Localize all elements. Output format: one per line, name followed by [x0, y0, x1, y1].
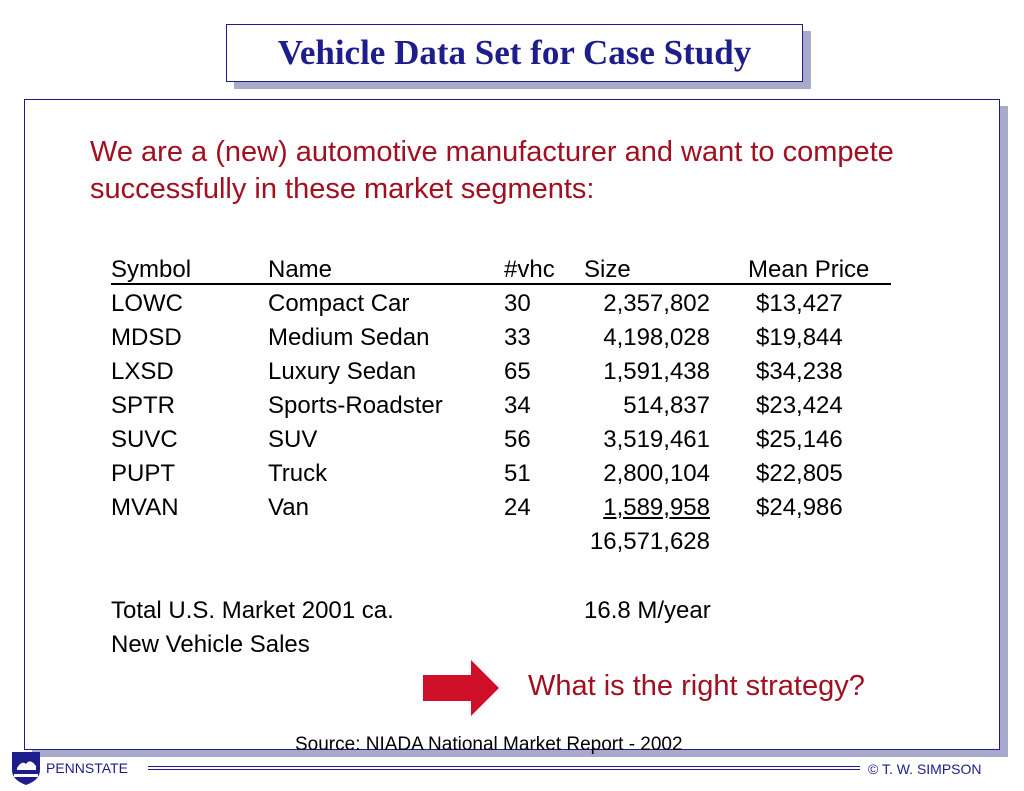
penn-state-shield-icon	[12, 752, 40, 785]
cell-vhc: 24	[504, 494, 531, 521]
copyright: © T. W. SIMPSON	[868, 761, 982, 777]
price-column: Mean Price $13,427 $19,844 $34,238 $23,4…	[746, 253, 869, 525]
total-size: 16,571,628	[589, 528, 710, 555]
cell-symbol: PUPT	[111, 460, 176, 487]
cell-price: $23,424	[756, 392, 843, 419]
cell-size: 3,519,461	[603, 426, 710, 453]
cell-symbol: MDSD	[111, 324, 182, 351]
cell-symbol: SUVC	[111, 426, 178, 453]
right-arrow-icon	[423, 660, 499, 716]
cell-size: 514,837	[623, 392, 710, 419]
market-label-line1: Total U.S. Market 2001 ca.	[111, 597, 394, 624]
cell-symbol: LOWC	[111, 290, 183, 317]
header-price: Mean Price	[748, 256, 870, 283]
cell-vhc: 34	[504, 392, 531, 419]
cell-vhc: 33	[504, 324, 531, 351]
header-underline	[111, 283, 891, 285]
source-note: Source: NIADA National Market Report - 2…	[295, 734, 683, 755]
footer-rule	[148, 766, 860, 770]
header-vhc: #vhc	[504, 256, 555, 283]
title-box: Vehicle Data Set for Case Study	[226, 24, 803, 82]
cell-vhc: 56	[504, 426, 531, 453]
cell-name: Van	[268, 494, 309, 521]
cell-price: $25,146	[756, 426, 843, 453]
strategy-question: What is the right strategy?	[528, 670, 865, 702]
cell-size: 2,800,104	[603, 460, 710, 487]
name-column: Name Compact Car Medium Sedan Luxury Sed…	[268, 253, 443, 525]
cell-price: $13,427	[756, 290, 843, 317]
market-value: 16.8 M/year	[584, 597, 711, 624]
cell-size: 4,198,028	[603, 324, 710, 351]
cell-name: Medium Sedan	[268, 324, 430, 351]
cell-price: $19,844	[756, 324, 843, 351]
cell-symbol: LXSD	[111, 358, 174, 385]
cell-price: $34,238	[756, 358, 843, 385]
cell-name: Truck	[268, 460, 328, 487]
cell-name: SUV	[268, 426, 318, 453]
header-symbol: Symbol	[111, 256, 192, 283]
header-size: Size	[584, 256, 631, 283]
cell-symbol: MVAN	[111, 494, 179, 521]
market-label-line2: New Vehicle Sales	[111, 631, 310, 658]
intro-text: We are a (new) automotive manufacturer a…	[90, 136, 894, 205]
cell-size: 2,357,802	[603, 290, 710, 317]
cell-symbol: SPTR	[111, 392, 176, 419]
slide-title: Vehicle Data Set for Case Study	[277, 33, 752, 72]
cell-vhc: 30	[504, 290, 531, 317]
cell-price: $22,805	[756, 460, 843, 487]
market-label: Total U.S. Market 2001 ca. New Vehicle S…	[111, 594, 394, 662]
vhc-column: #vhc 30 33 65 34 56 51 24	[504, 253, 555, 525]
cell-name: Sports-Roadster	[268, 392, 443, 419]
cell-name: Compact Car	[268, 290, 410, 317]
cell-vhc: 51	[504, 460, 531, 487]
cell-vhc: 65	[504, 358, 531, 385]
content-frame	[24, 99, 1000, 750]
cell-name: Luxury Sedan	[268, 358, 417, 385]
header-name: Name	[268, 256, 333, 283]
cell-size-underlined: 1,589,958	[603, 494, 710, 521]
size-column: Size 2,357,802 4,198,028 1,591,438 514,8…	[560, 253, 710, 525]
symbol-column: Symbol LOWC MDSD LXSD SPTR SUVC PUPT MVA…	[111, 253, 191, 525]
cell-size: 1,591,438	[603, 358, 710, 385]
cell-price: $24,986	[756, 494, 843, 521]
penn-state-logo-text: PENNSTATE	[46, 760, 128, 776]
